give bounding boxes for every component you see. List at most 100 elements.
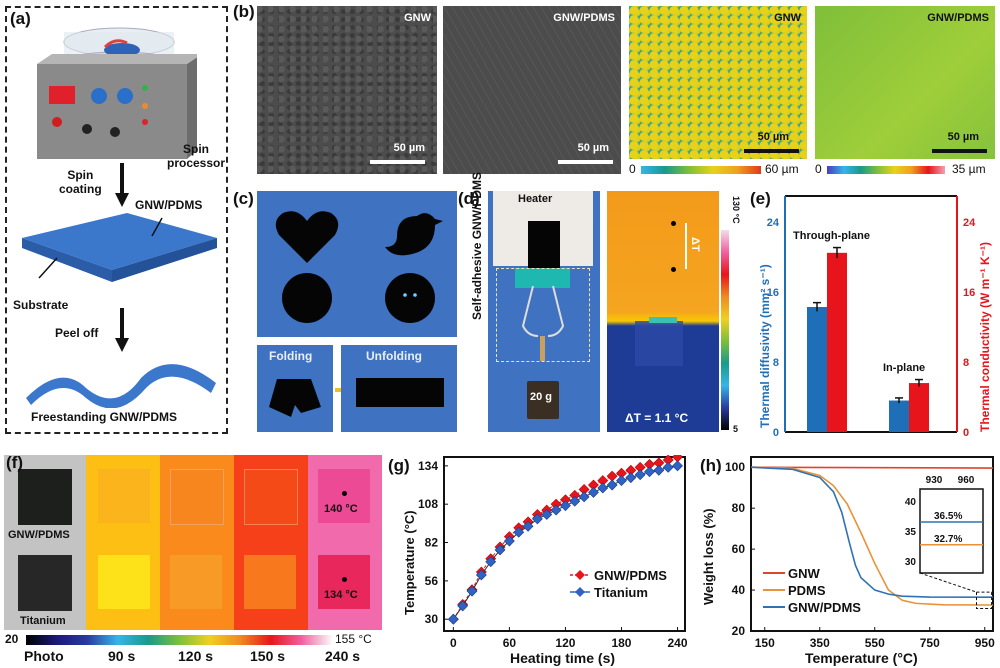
g-data-point [494,544,506,556]
self-adhesive-label: Self-adhesive GNW/PDMS [470,171,484,320]
measure-point [671,267,676,272]
hanging-weight-photo: Heater 20 g [488,191,600,432]
sample [244,469,298,525]
g-data-point [541,509,553,520]
height-map-gnw-pdms: GNW/PDMS 50 µm [815,6,995,159]
g-data-point [662,461,674,473]
g-data-point [560,500,571,512]
folded-shape [269,379,321,417]
col-label-240s: 240 s [325,648,361,664]
g-legend-label: Titanium [594,585,648,600]
scale-bar-label: 50 µm [577,142,609,154]
sample-titanium-photo [18,555,72,611]
face-shape [385,273,435,323]
down-arrow-icon [115,163,129,207]
e-bar [889,400,909,432]
panel-label-e: (e) [750,189,771,208]
panel-label-c: (c) [233,189,254,208]
f-cbar-min: 20 [5,632,19,646]
bird-shape [385,213,443,256]
measure-point [342,577,347,582]
map-tag-gnw: GNW [774,12,801,24]
sample [170,469,224,525]
binder-clip [515,268,570,288]
g-legend-marker [575,587,585,597]
thermal-image: ΔT ΔT = 1.1 °C [607,191,719,432]
h-inset-annotation: 32.7% [934,534,962,545]
h-zoom-box [976,591,993,609]
scale-bar [558,160,613,164]
sem-tag-gnw-pdms: GNW/PDMS [553,12,615,24]
heart-shape [275,211,339,263]
scale-bar [932,149,987,153]
arrow-icon [335,388,342,392]
row-label-titanium: Titanium [20,615,66,627]
g-data-point [578,491,590,503]
map1-colorbar [641,166,761,174]
map-tag-gnw-pdms: GNW/PDMS [927,12,989,24]
chart-g-heating-curves: Temperature (°C) Heating time (s) 0 60 120… [402,455,688,666]
sample-hotspot-2 [318,555,370,609]
freestanding-film-illustration [26,364,216,408]
scale-bar [370,160,425,164]
h-inset-frame [919,488,984,574]
spin-coating-label-line1: Spin [67,168,94,182]
spin-processor-label-line1: Spin [183,142,210,156]
film-sample [528,221,560,273]
delta-bracket [685,223,687,269]
down-arrow-icon [115,308,129,352]
g-ytick-label: 134 [418,459,438,473]
delta-t-value: ΔT = 1.1 °C [625,411,689,425]
sample [244,555,296,609]
h-xtick-label: 750 [920,636,940,650]
g-xlabel: Heating time (s) [510,650,615,666]
panel-label-a: (a) [10,9,31,28]
g-data-point [653,464,665,476]
cut-shapes [275,211,443,323]
substrate-label: Substrate [13,298,69,312]
shapes-photo [257,191,457,337]
scale-bar [744,149,799,153]
g-data-point [625,472,637,484]
h-ytick-label: 40 [732,583,746,597]
e-ytick-right: 0 [963,427,969,438]
h-ytick-label: 100 [725,460,745,474]
e-ytick-left: 24 [767,217,780,229]
h-inset-xtick-label: 960 [958,475,975,486]
unfolding-label: Unfolding [366,349,422,363]
g-data-point [672,460,683,472]
unfolding-photo: Unfolding [341,345,457,432]
heater-label: Heater [518,193,553,205]
h-legend-label: GNW [788,566,821,581]
g-legend-label: GNW/PDMS [594,568,667,583]
h-inset-ytick-label: 35 [905,527,917,538]
f-cbar-max: 155 °C [335,632,372,646]
g-data-point [550,504,562,516]
delta-marker: ΔT [689,237,701,252]
thermal-colorbar [721,230,729,430]
panel-label-h: (h) [700,456,722,475]
spin-processor-illustration [37,27,197,159]
height-map-gnw: GNW 50 µm [629,6,807,159]
panel-label-b: (b) [233,2,255,21]
scale-bar-label: 50 µm [757,131,789,143]
peel-off-label: Peel off [55,326,99,340]
h-xtick-label: 150 [755,636,775,650]
g-ytick-label: 82 [425,536,439,550]
h-inset-xtick-label: 930 [926,475,943,486]
h-ylabel: Weight loss (%) [701,508,716,605]
h-xlabel: Temperature (°C) [805,650,918,666]
h-ytick-label: 20 [732,624,746,638]
g-data-point [531,513,543,525]
sample [170,555,222,609]
g-data-point [485,556,497,568]
h-inset-ytick-label: 40 [905,497,917,508]
e-category-label: Through-plane [793,230,870,242]
thermal-imaging-sequence: 140 °C 134 °C GNW/PDMS Titanium (f) [4,453,382,630]
h-legend-label: GNW/PDMS [788,600,861,615]
panel-label-f: (f) [6,453,23,472]
g-ytick-label: 56 [425,574,439,588]
weight-label: 20 g [530,391,553,403]
g-legend-marker [575,570,585,580]
h-series-line [750,466,994,599]
